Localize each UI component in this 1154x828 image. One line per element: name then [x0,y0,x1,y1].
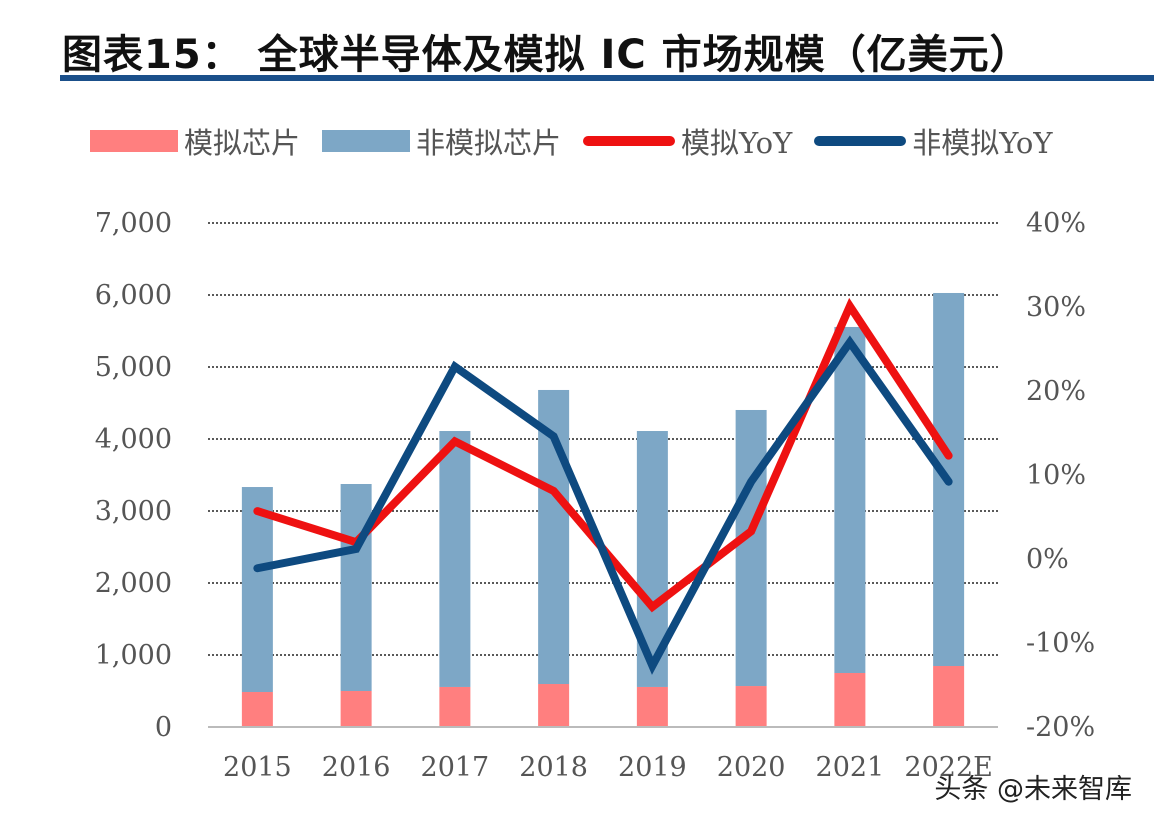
line-non-analog-yoy [253,335,953,675]
legend: 模拟芯片 非模拟芯片 模拟YoY 非模拟YoY [90,120,1075,162]
x-tick-label: 2019 [618,752,687,783]
x-tick-label: 2022E [904,752,992,783]
x-tick-label: 2021 [816,752,885,783]
watermark: 头条 @未来智库 [934,774,1132,805]
legend-item-non-analog: 非模拟芯片 [322,120,561,162]
y-left-tick-label: 1,000 [95,640,172,671]
y-right-tick-label: -20% [1026,712,1095,743]
y-left-tick-label: 0 [155,712,172,743]
legend-swatch [583,136,676,146]
legend-swatch [814,136,907,146]
x-tick-label: 2016 [322,752,391,783]
bar-analog [735,686,767,727]
x-tick-label: 2018 [519,752,588,783]
y-left-tick-label: 5,000 [95,352,172,383]
legend-label: 模拟YoY [681,126,793,160]
bar-non-analog [834,326,866,673]
y-right-tick-label: 10% [1026,460,1086,491]
bar-analog [636,686,668,727]
bar-analog [241,692,273,727]
legend-label: 非模拟芯片 [416,126,562,160]
y-right-tick-label: 20% [1026,376,1086,407]
x-tick-label: 2017 [421,752,490,783]
title-rule [60,75,1154,81]
legend-label: 非模拟YoY [912,126,1053,160]
bar-non-analog [439,431,471,687]
bar-non-analog [340,484,372,691]
bar-analog [538,684,570,727]
legend-label: 模拟芯片 [184,126,301,160]
chart-title: 图表15： 全球半导体及模拟 IC 市场规模（亿美元） [62,32,1031,78]
y-left-tick-label: 3,000 [95,496,172,527]
legend-swatch [322,130,411,152]
x-tick-label: 2020 [717,752,786,783]
bar-analog [340,691,372,727]
x-tick-label: 2015 [223,752,292,783]
y-right-tick-label: 40% [1026,208,1086,239]
y-left-tick-label: 7,000 [95,208,172,239]
y-right-tick-label: 0% [1026,544,1069,575]
bar-analog [439,686,471,727]
y-right-tick-label: 30% [1026,292,1086,323]
legend-item-analog: 模拟芯片 [90,120,300,162]
legend-item-non-analog-yoy: 非模拟YoY [814,120,1053,162]
y-right-tick-label: -10% [1026,628,1095,659]
legend-swatch [90,130,178,152]
y-left-tick-label: 6,000 [95,280,172,311]
legend-item-analog-yoy: 模拟YoY [583,120,792,162]
bar-non-analog [735,409,767,687]
bar-analog [834,673,866,727]
y-left-tick-label: 4,000 [95,424,172,455]
bar-non-analog [241,487,273,693]
y-left-tick-label: 2,000 [95,568,172,599]
bar-analog [933,666,965,727]
